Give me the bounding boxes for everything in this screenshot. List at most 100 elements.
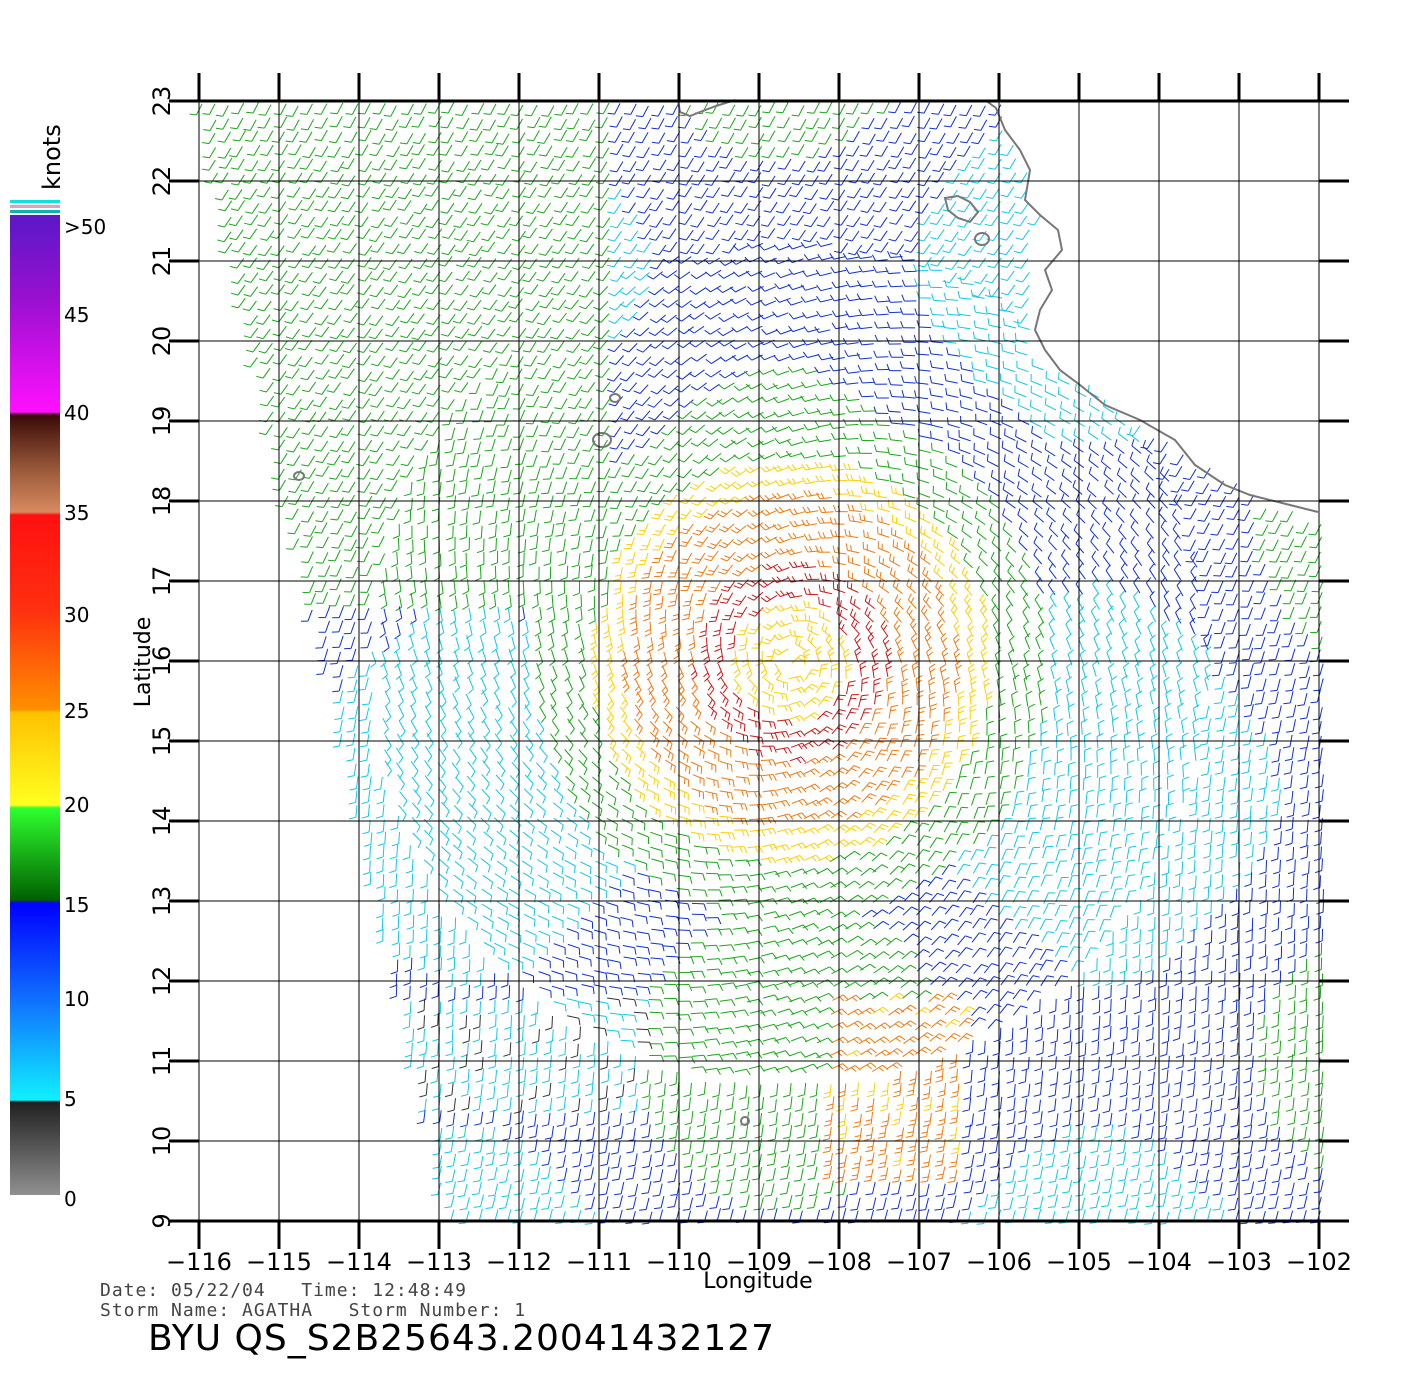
wind-barb-shaft	[532, 203, 540, 214]
wind-barb-flag	[440, 307, 448, 311]
wind-barb-flag	[314, 531, 322, 534]
wind-barb-shaft	[1091, 556, 1100, 567]
wind-barb-shaft	[936, 244, 945, 255]
wind-barb-shaft	[335, 399, 344, 410]
wind-barb-shaft	[501, 301, 510, 312]
wind-barb-shaft	[756, 160, 764, 172]
wind-barb-shaft	[423, 481, 426, 494]
wind-barb-shaft	[447, 382, 456, 393]
wind-barb-shaft	[351, 525, 358, 537]
wind-barb-flag	[412, 362, 420, 365]
wind-barb-shaft	[390, 227, 398, 239]
wind-barb-shaft	[793, 314, 806, 320]
wind-barb-flag	[594, 126, 602, 129]
wind-barb-flag	[538, 294, 546, 298]
wind-barb-flag	[1119, 590, 1125, 597]
wind-barb-flag	[842, 253, 848, 260]
wind-barb-flag	[462, 548, 470, 553]
wind-barb-flag	[887, 295, 891, 303]
wind-barb-shaft	[644, 552, 649, 565]
wind-barb-flag	[601, 614, 608, 619]
wind-barb-flag	[1106, 578, 1112, 586]
wind-barb-flag	[986, 181, 995, 184]
wind-barb-flag	[946, 361, 949, 369]
wind-barb-flag	[952, 540, 955, 547]
wind-barb-shaft	[973, 449, 986, 456]
wind-barb-flag	[591, 628, 597, 633]
wind-barb-flag	[259, 389, 267, 393]
wind-barb-shaft	[392, 119, 399, 131]
wind-barb-shaft	[696, 353, 707, 362]
wind-barb-shaft	[779, 297, 791, 303]
wind-barb-flag	[380, 579, 388, 584]
wind-barb-shaft	[1015, 339, 1028, 344]
wind-barb-shaft	[807, 426, 820, 431]
wind-barb-flag	[370, 477, 378, 481]
wind-barb-shaft	[1031, 473, 1043, 481]
wind-barb-shaft	[735, 286, 747, 293]
wind-barb-shaft	[860, 297, 873, 301]
wind-barb-flag	[315, 460, 323, 464]
wind-barb-flag	[382, 267, 390, 270]
wind-barb-shaft	[973, 461, 985, 468]
wind-barb-shaft	[1104, 485, 1114, 495]
wind-barb-flag	[979, 593, 985, 601]
wind-barb-shaft	[601, 367, 610, 378]
wind-barb-shaft	[846, 423, 859, 426]
wind-barb-shaft	[683, 453, 693, 463]
wind-barb-shaft	[654, 455, 663, 466]
wind-barb-shaft	[1006, 583, 1015, 594]
wind-barb-shaft	[1286, 511, 1294, 523]
wind-barb-shaft	[1129, 514, 1139, 525]
wind-barb-shaft	[790, 551, 803, 556]
wind-barb-flag	[330, 182, 338, 185]
wind-barb-flag	[370, 250, 378, 253]
wind-barb-shaft	[264, 343, 273, 354]
wind-barb-shaft	[320, 315, 329, 326]
wind-barb-shaft	[348, 481, 356, 493]
wind-barb-flag	[606, 378, 614, 382]
wind-barb-flag	[564, 278, 572, 282]
wind-barb-flag	[516, 535, 524, 538]
wind-barb-shaft	[792, 411, 805, 417]
wind-barb-flag	[512, 267, 520, 271]
wind-barb-flag	[242, 181, 251, 184]
wind-barb-shaft	[501, 343, 510, 354]
wind-barb-flag	[791, 114, 799, 117]
wind-barb-flag	[693, 208, 701, 211]
wind-barb-shaft	[1206, 593, 1212, 606]
wind-barb-shaft	[840, 174, 849, 186]
wind-barb-flag	[843, 432, 847, 440]
wind-barb-flag	[1268, 532, 1276, 535]
wind-barb-flag	[874, 334, 879, 342]
wind-barb-flag	[403, 520, 411, 524]
wind-barb-flag	[676, 343, 684, 349]
wind-barb-shaft	[948, 569, 959, 579]
wind-barb-flag	[484, 153, 492, 156]
wind-barb-shaft	[455, 565, 457, 578]
wind-barb-flag	[800, 296, 806, 303]
wind-barb-shaft	[613, 382, 622, 393]
wind-barb-flag	[705, 430, 712, 435]
wind-barb-flag	[524, 291, 532, 295]
wind-barb-flag	[434, 565, 442, 569]
wind-barb-flag	[856, 252, 861, 259]
wind-barb-flag	[482, 128, 490, 131]
wind-barb-flag	[474, 505, 482, 509]
wind-barb-shaft	[616, 481, 623, 493]
wind-barb-flag	[1044, 466, 1047, 474]
wind-barb-shaft	[391, 187, 400, 198]
wind-barb-shaft	[629, 119, 637, 131]
wind-barb-flag	[894, 594, 899, 602]
wind-barb-shaft	[641, 132, 649, 143]
wind-barb-shaft	[488, 258, 497, 269]
wind-barb-flag	[1048, 534, 1053, 542]
wind-barb-shaft	[1073, 473, 1084, 482]
wind-barb-shaft	[697, 161, 705, 173]
wind-barb-shaft	[406, 313, 415, 324]
wind-barb-shaft	[674, 565, 680, 578]
wind-barb-shaft	[419, 370, 428, 381]
wind-barb-flag	[565, 223, 573, 227]
wind-barb-shaft	[1004, 434, 1016, 441]
wind-barb-shaft	[860, 369, 873, 372]
